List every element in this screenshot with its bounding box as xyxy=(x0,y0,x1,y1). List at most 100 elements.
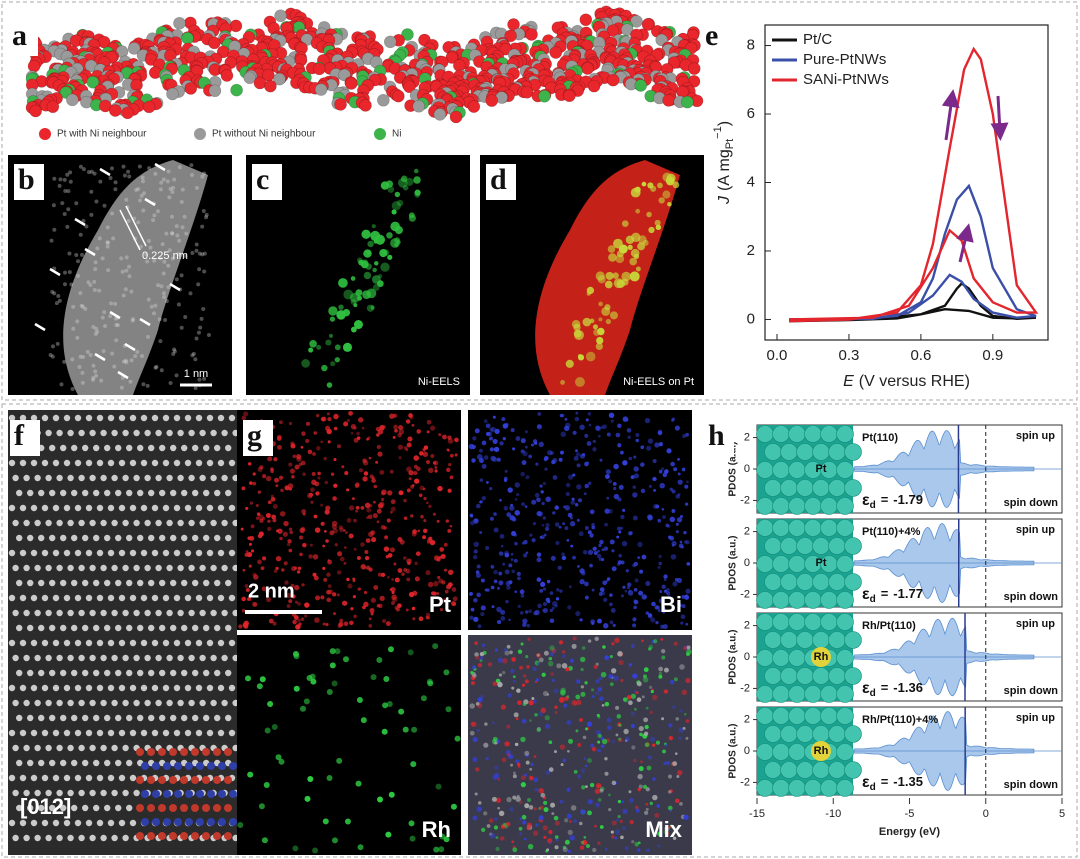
lattice-dot xyxy=(184,729,192,737)
eds-dot xyxy=(242,568,246,572)
lattice-dot xyxy=(62,282,67,287)
eds-dot xyxy=(584,764,588,768)
lattice-dot xyxy=(27,669,34,677)
eds-dot xyxy=(472,554,478,560)
eds-dot xyxy=(647,613,653,619)
eds-dot xyxy=(685,736,689,740)
surface-atom xyxy=(756,707,774,725)
ni-dot xyxy=(657,182,663,189)
eds-dot xyxy=(620,835,624,840)
eds-dot xyxy=(654,812,660,818)
atom-label: Pt xyxy=(816,463,827,475)
lattice-dot xyxy=(124,268,129,273)
lattice-dot xyxy=(96,549,104,557)
ni-dot xyxy=(627,244,633,250)
ni-dot xyxy=(387,254,393,260)
lattice-dot xyxy=(162,639,170,647)
eds-dot xyxy=(638,766,644,772)
lattice-dot xyxy=(85,349,90,354)
eds-dot xyxy=(365,538,371,543)
panel-label: c xyxy=(256,163,269,196)
zone-axis: [012] xyxy=(20,794,71,819)
eds-dot xyxy=(549,450,554,456)
eds-dot xyxy=(685,719,690,723)
surface-atom xyxy=(756,685,774,703)
eds-dot xyxy=(372,513,378,519)
eds-dot xyxy=(362,605,366,610)
surface-atom xyxy=(756,461,774,479)
eds-dot xyxy=(680,614,686,620)
eds-dot xyxy=(484,588,488,592)
lattice-dot xyxy=(49,804,56,812)
ni-dot xyxy=(353,320,363,330)
lattice-dot xyxy=(139,193,144,198)
lattice-dot xyxy=(126,759,133,767)
y-tick-label: 4 xyxy=(747,173,755,190)
lattice-dot xyxy=(30,684,38,692)
eds-dot xyxy=(591,588,595,592)
scan-arrow xyxy=(990,95,1009,141)
ni-dot xyxy=(379,248,388,258)
atom xyxy=(253,76,267,90)
lattice-dot xyxy=(8,504,16,512)
eds-dot xyxy=(618,659,624,666)
eds-dot xyxy=(507,487,513,493)
lattice-dot xyxy=(104,579,111,587)
eds-dot xyxy=(549,591,554,595)
eds-dot xyxy=(479,448,483,453)
lattice-dot xyxy=(100,519,107,527)
lattice-dot xyxy=(8,549,16,557)
eds-dot xyxy=(524,837,527,841)
lattice-dot xyxy=(82,534,89,542)
eds-dot xyxy=(473,541,479,548)
eds-dot xyxy=(667,774,673,779)
lattice-dot xyxy=(34,744,41,752)
eds-dot xyxy=(244,584,249,589)
lattice-dot xyxy=(197,267,202,272)
eds-dot xyxy=(570,500,576,505)
lattice-dot xyxy=(23,744,30,752)
eds-dot xyxy=(543,458,548,462)
eds-dot xyxy=(598,557,602,561)
eds-dot xyxy=(662,624,668,630)
lattice-dot xyxy=(71,444,78,452)
eds-dot xyxy=(316,413,320,418)
lattice-dot xyxy=(93,444,100,452)
eds-dot xyxy=(381,572,386,577)
eds-dot xyxy=(520,642,524,646)
eds-dot xyxy=(454,453,458,457)
lattice-dot xyxy=(16,714,23,722)
lattice-dot xyxy=(78,564,85,572)
lattice-dot xyxy=(30,504,38,512)
eds-dot xyxy=(611,739,615,744)
eds-dot xyxy=(540,792,546,798)
eds-dot xyxy=(300,617,305,621)
lattice-dot xyxy=(56,609,63,617)
eds-dot xyxy=(528,700,534,706)
eds-dot xyxy=(578,821,583,826)
eds-dot xyxy=(596,618,602,624)
lattice-dot xyxy=(69,282,74,287)
atom xyxy=(579,13,593,27)
atom xyxy=(273,72,286,86)
eds-dot xyxy=(474,652,479,657)
eds-dot xyxy=(632,623,637,628)
lattice-dot xyxy=(133,654,140,662)
lattice-dot xyxy=(221,429,228,437)
lattice-dot xyxy=(182,214,187,219)
top-frame xyxy=(1,1,1078,401)
lattice-dot xyxy=(159,534,166,542)
lattice-dot xyxy=(45,699,52,707)
lattice-dot xyxy=(23,789,30,797)
eds-dot xyxy=(675,717,680,721)
lattice-dot xyxy=(127,264,132,269)
eds-dot xyxy=(521,814,527,820)
eds-dot xyxy=(371,476,375,480)
eds-dot xyxy=(609,593,613,597)
lattice-dot xyxy=(196,282,201,287)
lattice-dot xyxy=(162,414,170,422)
atom xyxy=(549,46,563,59)
eds-dot xyxy=(376,444,381,450)
eds-dot xyxy=(286,592,292,599)
eds-dot xyxy=(271,723,278,730)
